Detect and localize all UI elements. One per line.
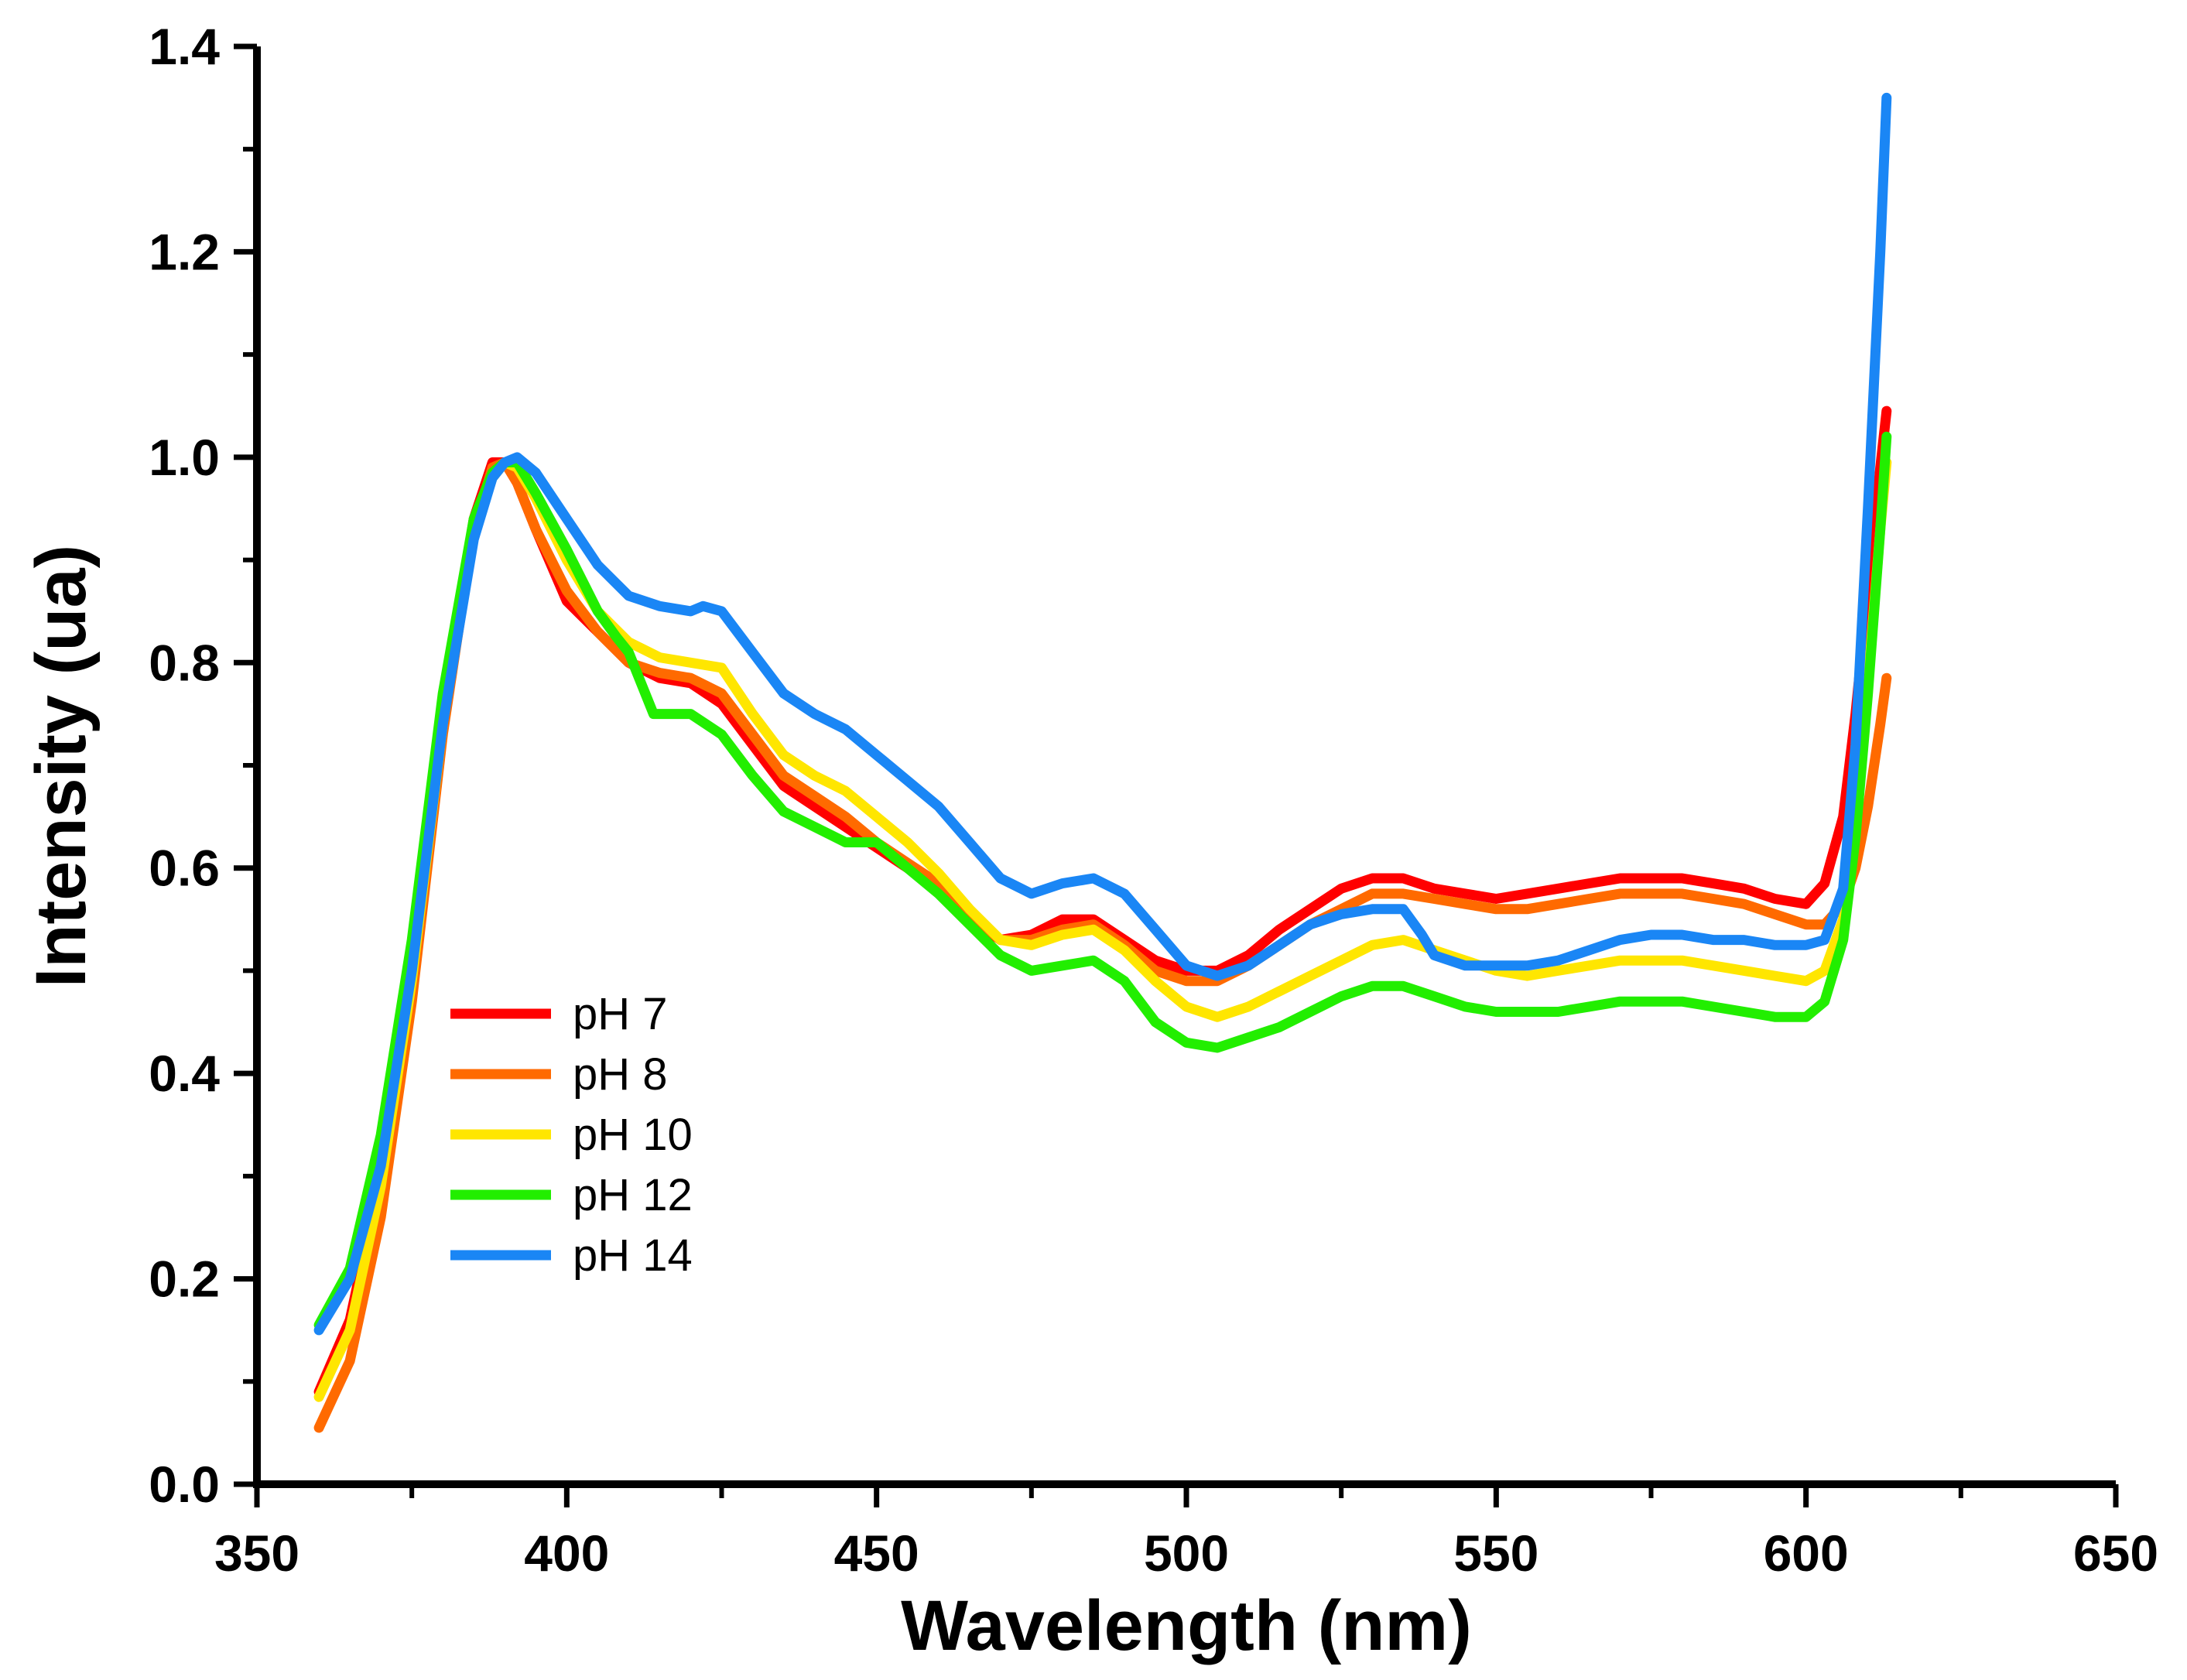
y-tick-label: 0.4 <box>149 1045 220 1102</box>
y-tick-label: 1.2 <box>149 223 220 280</box>
y-tick-label: 1.4 <box>149 18 220 75</box>
y-axis-title: Intensity (ua) <box>22 545 101 987</box>
series-line-ph-12 <box>313 431 1892 1330</box>
legend: pH 7 pH 8 pH 10 pH 12 pH 14 <box>450 989 693 1281</box>
y-tick-label: 1.0 <box>149 429 220 486</box>
legend-label: pH 10 <box>573 1110 693 1160</box>
legend-label: pH 7 <box>573 989 668 1039</box>
series-line-ph-14 <box>313 92 1892 1336</box>
legend-label: pH 14 <box>573 1230 693 1281</box>
legend-label: pH 8 <box>573 1049 668 1100</box>
y-tick-label: 0.0 <box>149 1456 220 1513</box>
y-tick-label: 0.8 <box>149 634 220 691</box>
x-tick-label: 500 <box>1144 1524 1229 1582</box>
x-tick-label: 450 <box>834 1524 919 1582</box>
legend-label: pH 12 <box>573 1170 693 1220</box>
y-tick-label: 0.6 <box>149 840 220 897</box>
x-tick-label: 400 <box>524 1524 609 1582</box>
x-tick-label: 600 <box>1764 1524 1849 1582</box>
y-tick-label: 0.2 <box>149 1251 220 1308</box>
ticks-layer: 350 400 450 500 550 600 650 0.0 0.2 0.4 0.6 0.8 1.0 1… <box>149 18 2158 1582</box>
series-layer <box>313 92 1892 1433</box>
series-line-ph-8 <box>313 457 1892 1433</box>
axes-layer <box>253 46 2116 1488</box>
x-axis-title: Wavelength (nm) <box>901 1586 1472 1665</box>
x-tick-label: 350 <box>214 1524 299 1582</box>
x-tick-label: 650 <box>2073 1524 2158 1582</box>
x-tick-label: 550 <box>1453 1524 1538 1582</box>
